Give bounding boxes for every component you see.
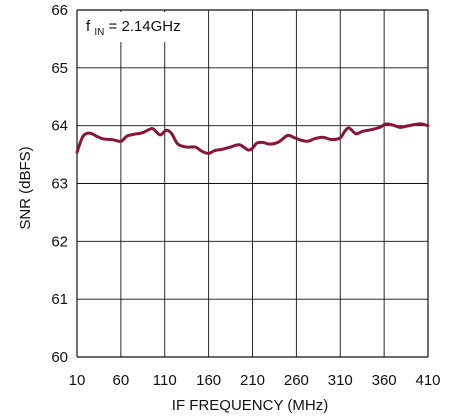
- x-axis-title: IF FREQUENCY (MHz): [172, 397, 328, 414]
- x-tick-label-260: 260: [284, 372, 309, 389]
- x-tick-label-10: 10: [69, 372, 86, 389]
- annotation-main: f: [86, 18, 91, 35]
- y-tick-label-66: 66: [51, 2, 68, 19]
- annotation-text: f IN = 2.14GHz: [86, 18, 181, 39]
- annotation-suffix: = 2.14GHz: [109, 18, 181, 35]
- y-tick-label-64: 64: [51, 118, 68, 135]
- snr-series-line-0: [75, 122, 430, 155]
- y-tick-label-61: 61: [51, 291, 68, 308]
- series-layer: [75, 122, 430, 155]
- annotation-subscript: IN: [94, 27, 104, 38]
- annotation-background: [79, 12, 201, 42]
- grid-layer: [76, 9, 429, 358]
- x-tick-label-360: 360: [372, 372, 397, 389]
- x-tick-label-310: 310: [328, 372, 353, 389]
- y-tick-label-65: 65: [51, 60, 68, 77]
- x-tick-label-110: 110: [153, 372, 177, 389]
- x-tick-label-410: 410: [415, 372, 440, 389]
- x-tick-label-160: 160: [196, 372, 221, 389]
- annotation-group: f IN = 2.14GHz: [79, 12, 201, 42]
- x-tick-label-60: 60: [113, 372, 130, 389]
- y-axis-title: SNR (dBFS): [17, 146, 34, 229]
- y-tick-label-60: 60: [51, 349, 68, 366]
- x-tick-label-210: 210: [240, 372, 265, 389]
- y-tick-label-62: 62: [51, 233, 68, 250]
- y-tick-label-63: 63: [51, 176, 68, 193]
